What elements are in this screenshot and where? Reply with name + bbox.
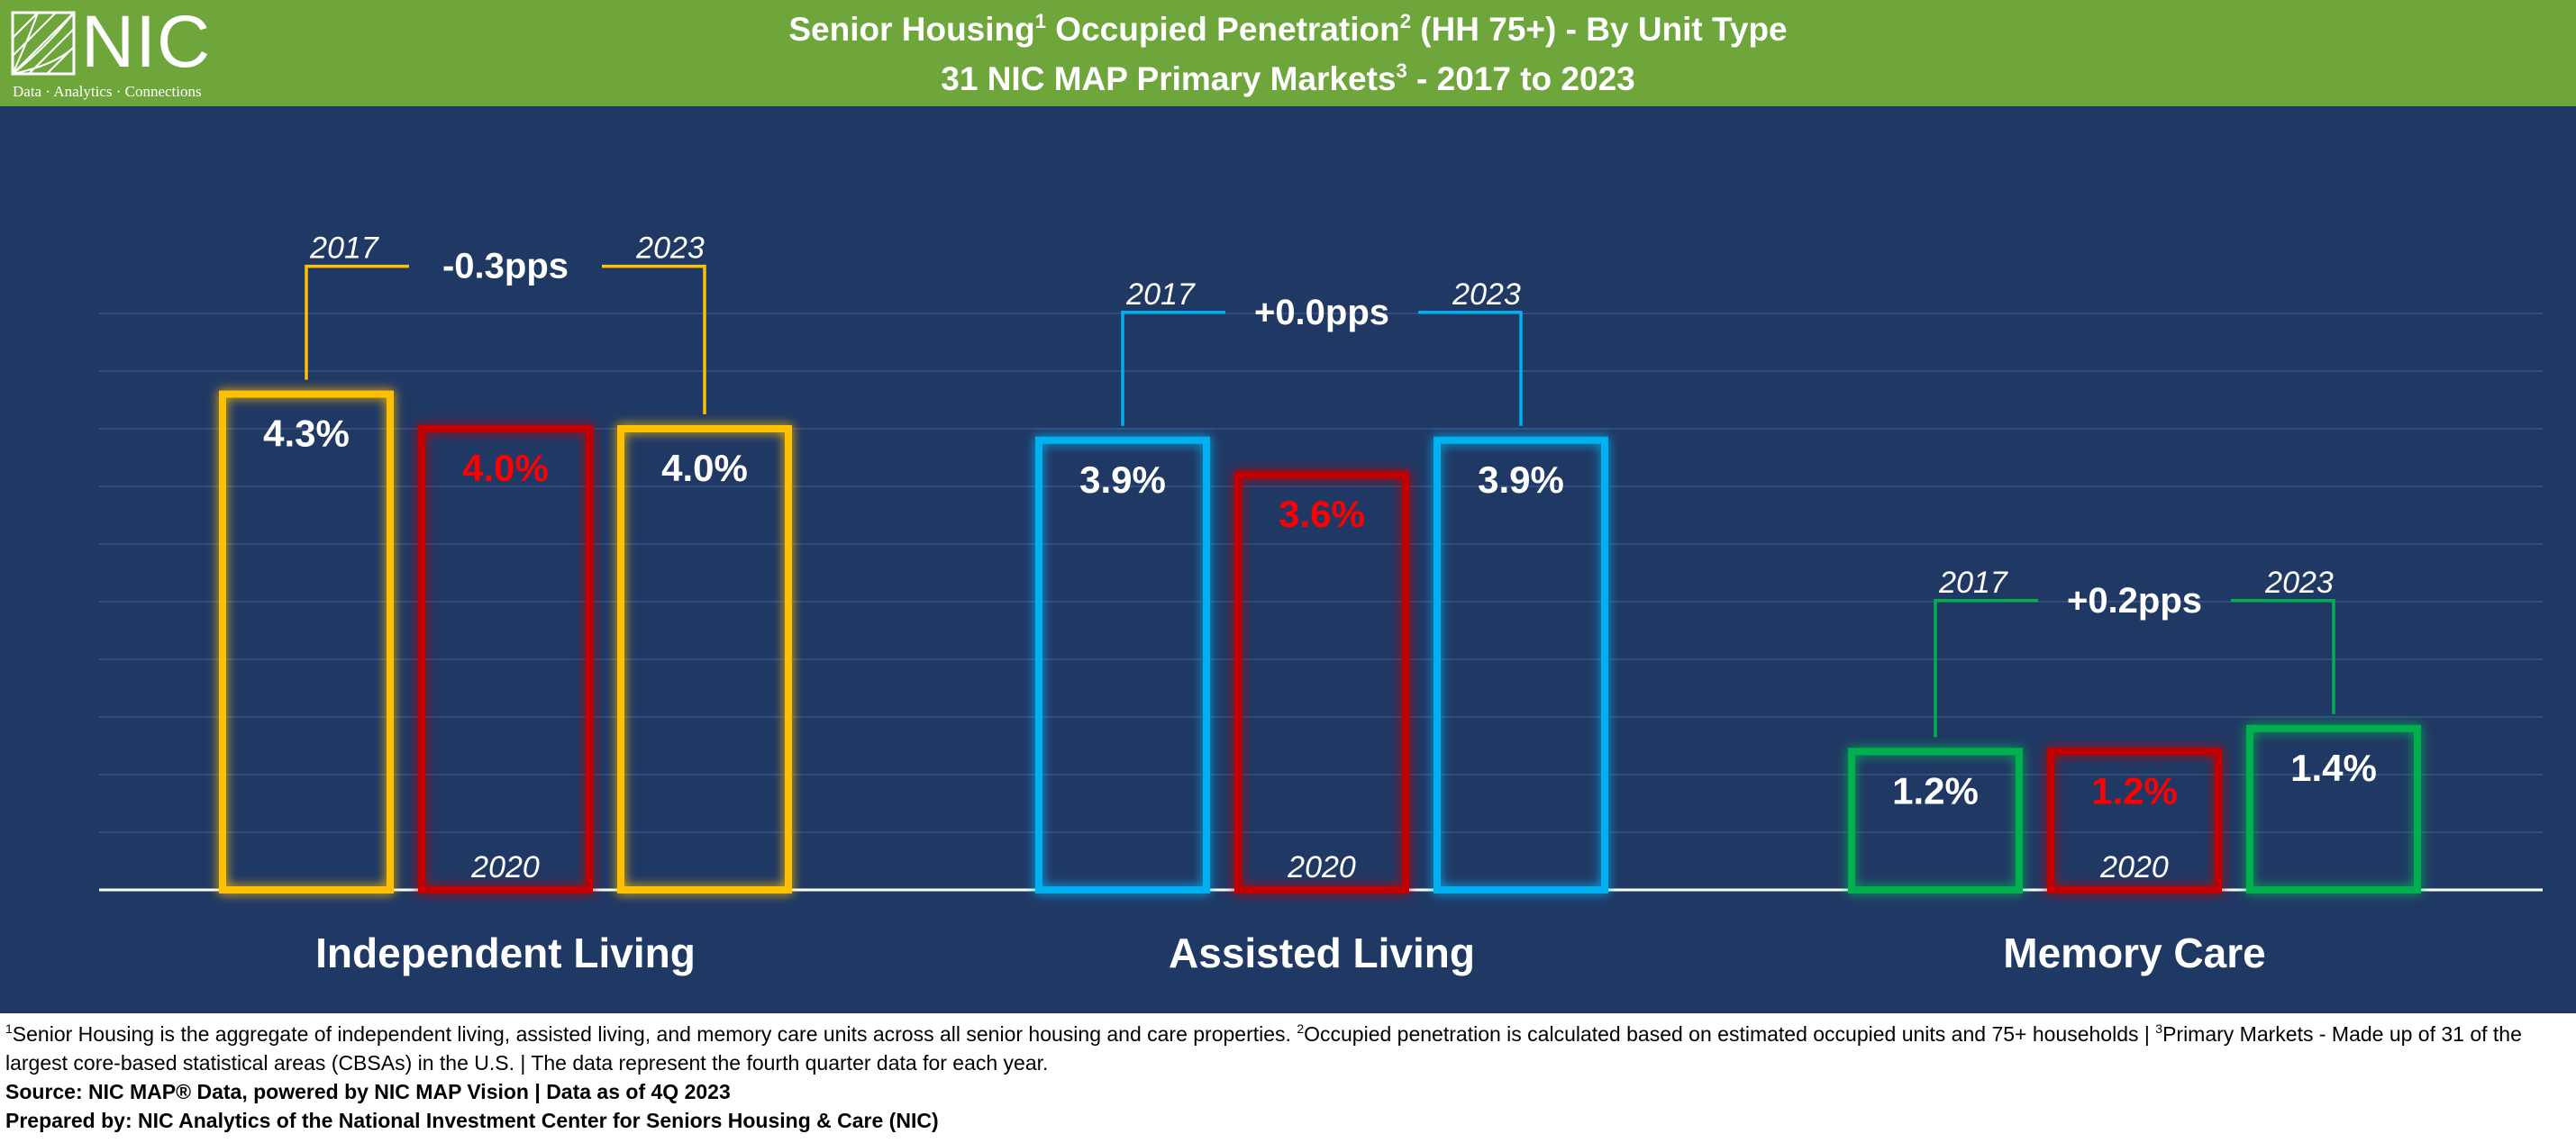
bar-independent-living-2020 bbox=[418, 425, 593, 894]
change-bracket-right bbox=[602, 264, 706, 414]
bar-memory-care-2020 bbox=[2047, 748, 2222, 894]
bracket-year-label: 2023 bbox=[1452, 277, 1521, 312]
bar-year-label: 2020 bbox=[2099, 850, 2169, 884]
change-label: -0.3pps bbox=[442, 247, 569, 286]
bracket-year-label: 2017 bbox=[1938, 566, 2008, 600]
change-bracket-left bbox=[305, 264, 409, 380]
change-bracket-left bbox=[1934, 599, 2038, 738]
data-label: 3.9% bbox=[1478, 458, 1564, 501]
data-label: 4.3% bbox=[263, 413, 350, 455]
data-label: 4.0% bbox=[661, 447, 748, 489]
change-label: +0.0pps bbox=[1254, 293, 1389, 332]
logo-tagline: Data · Analytics · Connections bbox=[13, 83, 202, 100]
bar-assisted-living-2017 bbox=[1035, 436, 1210, 894]
bracket-year-label: 2017 bbox=[309, 231, 379, 266]
header-banner: NIC Data · Analytics · Connections Senio… bbox=[0, 0, 2576, 106]
category-label: Independent Living bbox=[315, 930, 696, 976]
bar-chart: 4.3% 4.0% 2020 4.0% -0.3pps 2017 2023 Independe… bbox=[99, 231, 2543, 976]
category-label: Assisted Living bbox=[1169, 930, 1475, 976]
data-label: 1.2% bbox=[1892, 769, 1979, 812]
source-note: Source: NIC MAP® Data, powered by NIC MA… bbox=[5, 1080, 731, 1103]
bar-memory-care-2023 bbox=[2246, 724, 2421, 894]
data-label: 1.2% bbox=[2091, 769, 2178, 812]
footnote-definitions: 1Senior Housing is the aggregate of inde… bbox=[5, 1021, 2522, 1075]
change-bracket-right bbox=[1418, 311, 1523, 426]
bar-year-label: 2020 bbox=[1287, 850, 1356, 884]
bracket-year-label: 2017 bbox=[1125, 277, 1196, 312]
data-label: 3.9% bbox=[1079, 458, 1166, 501]
data-label: 3.6% bbox=[1279, 493, 1365, 535]
bracket-year-label: 2023 bbox=[635, 231, 705, 266]
bar-assisted-living-2023 bbox=[1434, 436, 1608, 894]
chart-title: Senior Housing1 Occupied Penetration2 (H… bbox=[788, 10, 1788, 48]
change-bracket-left bbox=[1121, 311, 1225, 426]
nic-logo: NIC Data · Analytics · Connections bbox=[11, 5, 254, 103]
chart-area: 4.3% 4.0% 2020 4.0% -0.3pps 2017 2023 Independe… bbox=[0, 106, 2576, 1013]
prepared-by-note: Prepared by: NIC Analytics of the Nation… bbox=[5, 1109, 939, 1132]
nic-logo-mark-icon bbox=[11, 11, 76, 76]
bar-year-label: 2020 bbox=[470, 850, 540, 884]
chart-subtitle: 31 NIC MAP Primary Markets3 - 2017 to 20… bbox=[941, 59, 1635, 97]
bracket-year-label: 2023 bbox=[2264, 566, 2334, 600]
data-label: 4.0% bbox=[462, 447, 549, 489]
change-label: +0.2pps bbox=[2067, 581, 2202, 621]
bar-independent-living-2023 bbox=[617, 425, 792, 894]
logo-text: NIC bbox=[81, 1, 212, 83]
bar-memory-care-2017 bbox=[1848, 748, 2023, 894]
category-label: Memory Care bbox=[2003, 930, 2265, 976]
bar-independent-living-2017 bbox=[219, 390, 394, 894]
change-bracket-right bbox=[2231, 599, 2335, 714]
footnotes: 1Senior Housing is the aggregate of inde… bbox=[5, 1020, 2569, 1135]
data-label: 1.4% bbox=[2290, 747, 2377, 789]
bar-assisted-living-2020 bbox=[1234, 471, 1409, 894]
